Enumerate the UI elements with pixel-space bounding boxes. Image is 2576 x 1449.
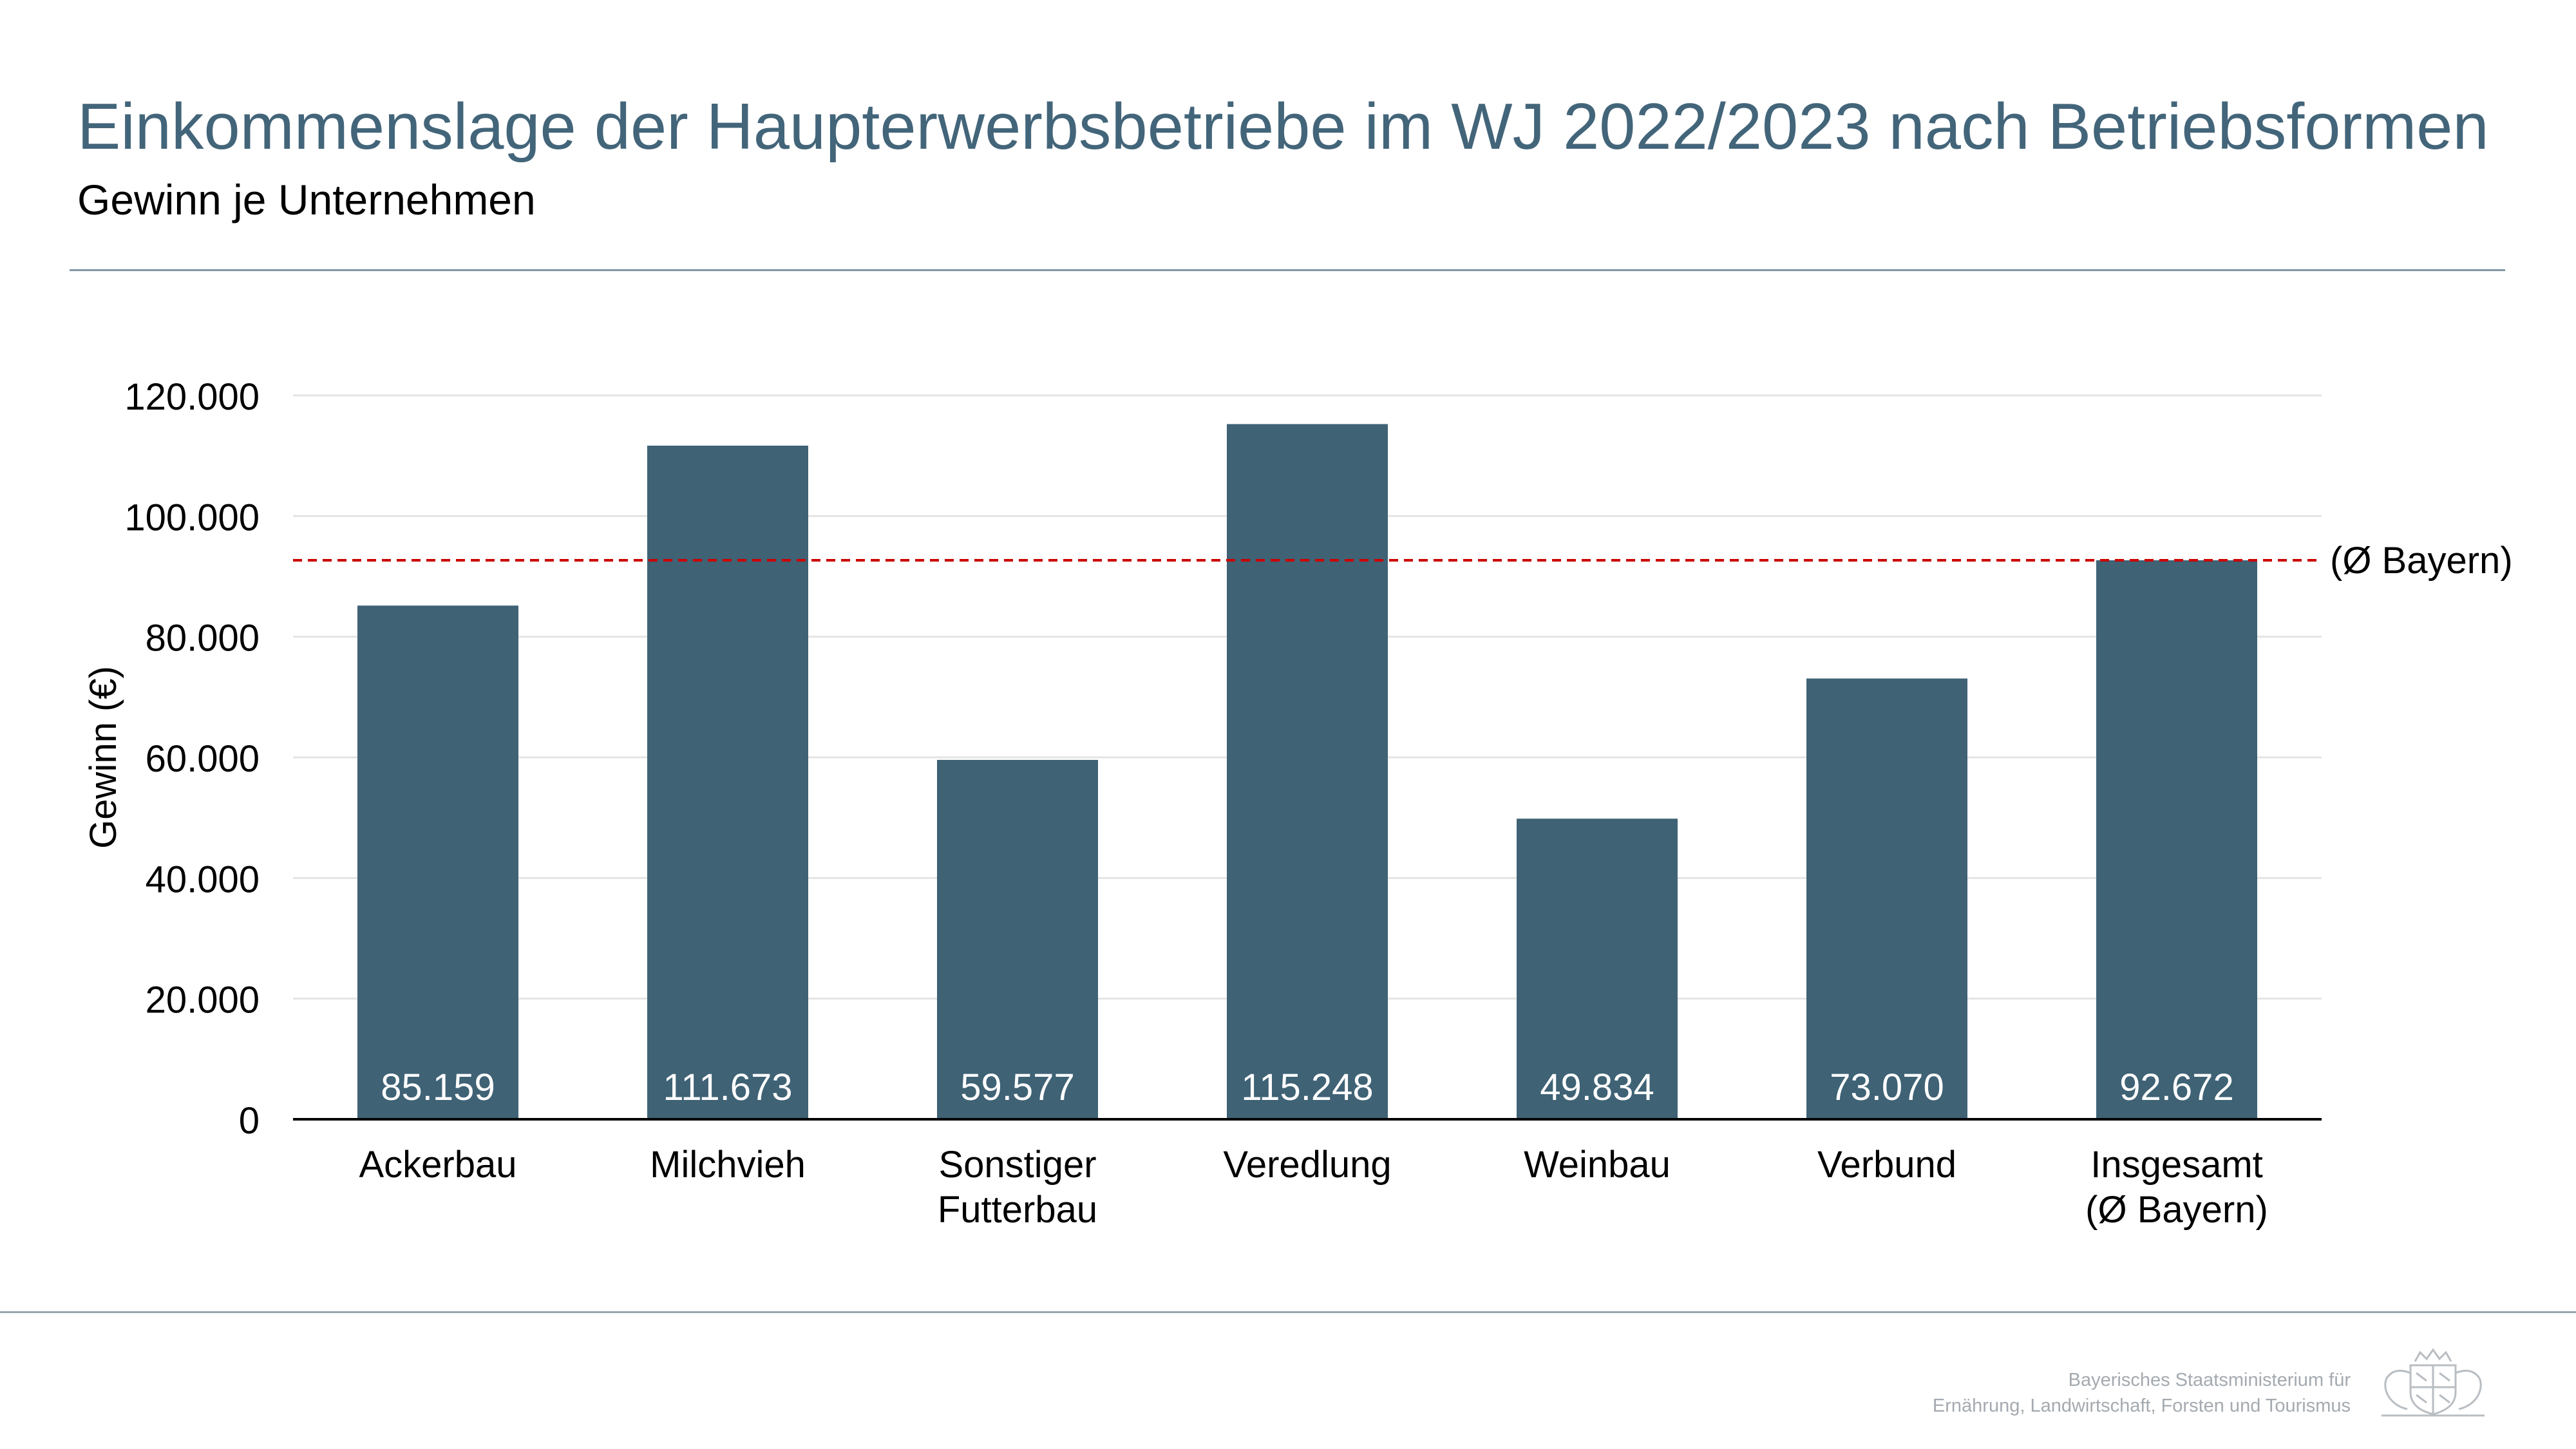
- x-category-label: Futterbau: [938, 1189, 1097, 1231]
- reference-line-label: (Ø Bayern): [2330, 540, 2513, 582]
- bar-value-label: 59.577: [960, 1066, 1074, 1108]
- x-category-label: Sonstiger: [938, 1144, 1096, 1186]
- bar-chart: 0 20.000 40.000 60.000 80.000 100.000 120.000 G…: [82, 376, 2513, 1231]
- y-axis-label: Gewinn (€): [82, 666, 124, 849]
- y-tick-label: 80.000: [146, 618, 260, 659]
- bar: [1806, 678, 1967, 1119]
- bar: [937, 759, 1098, 1119]
- x-category-label: Ackerbau: [359, 1144, 516, 1186]
- y-tick-label: 40.000: [146, 858, 260, 900]
- x-category-label: Veredlung: [1223, 1144, 1391, 1186]
- x-category-label: Weinbau: [1524, 1144, 1671, 1186]
- x-category-label: Insgesamt: [2090, 1144, 2263, 1186]
- chart-subtitle: Gewinn je Unternehmen: [77, 176, 536, 223]
- y-tick-label: 60.000: [146, 738, 260, 780]
- chart-title: Einkommenslage der Haupterwerbsbetriebe …: [77, 91, 2489, 163]
- bar-value-label: 111.673: [663, 1066, 792, 1108]
- ministry-name-line2: Ernährung, Landwirtschaft, Forsten und T…: [1932, 1396, 2351, 1416]
- y-tick-label: 100.000: [124, 497, 260, 538]
- bar-value-label: 92.672: [2119, 1066, 2233, 1108]
- x-category-label: Milchvieh: [650, 1144, 806, 1186]
- ministry-name: Bayerisches Staatsministerium für Ernähr…: [1933, 1367, 2351, 1419]
- bar-value-label: 115.248: [1241, 1066, 1373, 1108]
- ministry-name-line1: Bayerisches Staatsministerium für: [2068, 1370, 2351, 1390]
- bar: [1517, 819, 1678, 1119]
- x-category-label: (Ø Bayern): [2085, 1189, 2268, 1231]
- bar-value-label: 85.159: [381, 1066, 495, 1108]
- bar-value-label: 73.070: [1830, 1066, 1944, 1108]
- coat-of-arms-icon: [2382, 1348, 2485, 1417]
- y-tick-label: 120.000: [124, 376, 260, 418]
- header-divider: [70, 269, 2505, 271]
- bar: [357, 605, 518, 1119]
- bar-value-label: 49.834: [1540, 1066, 1654, 1108]
- y-tick-label: 0: [239, 1100, 260, 1142]
- footer-divider: [0, 1311, 2576, 1313]
- bar: [2096, 560, 2257, 1119]
- bar: [647, 445, 808, 1119]
- bar: [1227, 424, 1388, 1119]
- y-tick-label: 20.000: [146, 980, 260, 1021]
- x-category-label: Verbund: [1817, 1144, 1956, 1186]
